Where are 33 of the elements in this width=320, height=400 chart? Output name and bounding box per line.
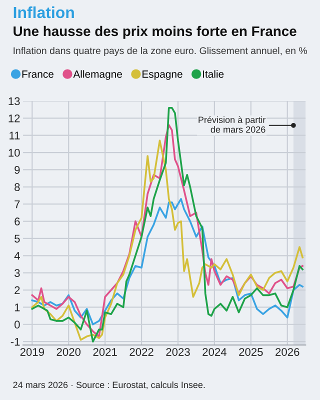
text: Inflation [14,6,74,18]
y-tick-label: 11 [10,132,20,140]
x-tick-label: 2023 [166,348,190,356]
x-tick-label: 2024 [202,348,226,356]
line-series [31,198,304,326]
y-tick-label: 6 [14,218,20,226]
y-tick-label: 7 [14,200,20,208]
legend-label: France [22,70,54,78]
legend-label: Espagne [142,70,182,80]
text: 24 mars 2026 · Source : Eurostat, calculs Insee. [13,381,205,390]
x-tick-label: 2021 [93,348,117,356]
chart-title: Une hausse des prix moins forte en France [14,26,296,39]
y-tick-label: 9 [14,166,20,174]
band-label: Prévision à partir de mars 2026 [198,116,266,133]
x-tick-label: 2019 [20,348,44,356]
y-tick-label: 2 [14,286,20,294]
x-tick-label: 2022 [130,348,154,356]
x-tick-label: 2020 [56,348,81,356]
chart-subtitle: Inflation dans quatre pays de la zone euro. Glissement annuel, en % [14,46,308,56]
y-tick-label: 1 [14,304,20,312]
y-tick-label: 0 [14,320,20,329]
y-tick-label: 10 [8,148,20,157]
y-tick-label: 13 [8,97,20,106]
x-tick-label: 2026 [276,348,300,356]
legend-label: Italie [203,70,224,78]
y-tick-label: 5 [14,234,20,243]
y-tick-label: 3 [14,269,20,277]
y-tick-label: 8 [14,183,20,192]
y-tick-label: 12 [8,114,20,122]
x-tick-label: 2025 [239,348,263,356]
y-tick-label: 4 [14,252,20,260]
legend-label: Allemagne [73,70,122,80]
y-tick-label: -1 [10,338,20,346]
